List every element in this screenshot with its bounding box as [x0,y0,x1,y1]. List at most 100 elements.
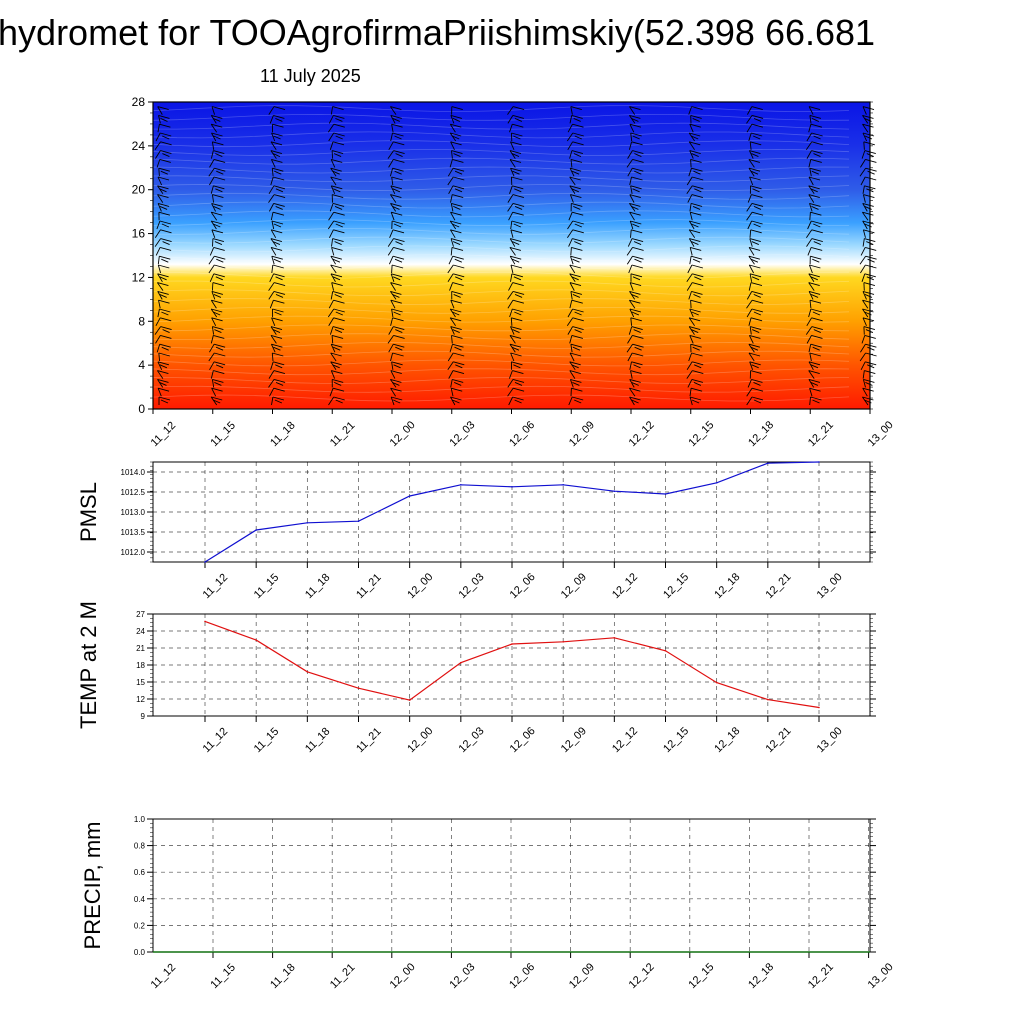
wind-barb [809,299,822,309]
x-tick-label: 12_12 [627,961,657,991]
y-tick-label: 21 [136,644,145,653]
wind-barb [211,132,223,142]
wind-barb [566,132,584,142]
wind-barb [508,396,524,406]
wind-barb [809,167,821,177]
wind-barb [569,167,582,177]
wind-barb [270,326,283,335]
y-tick-label: 0.0 [134,948,146,957]
wind-barb [688,167,703,177]
wind-barb [689,150,701,159]
y-tick-label: 8 [138,314,145,328]
wind-barb [449,123,462,133]
wind-barb [509,334,522,344]
wind-barb [748,264,761,274]
wind-barb [746,308,764,318]
wind-barb [806,132,823,142]
wind-barb [156,220,172,230]
wind-barb [806,317,823,327]
wind-barb [568,211,584,221]
wind-barb [510,264,523,274]
wind-barb [390,194,402,203]
wind-barb [689,387,703,397]
wind-barb [209,343,226,353]
wind-barb [626,246,644,256]
wind-barb [271,167,284,177]
wind-barb [686,273,704,283]
contour-line [152,105,850,113]
wind-barb [270,246,283,256]
wind-barb [158,167,170,177]
contour-line [152,210,850,218]
wind-barb [688,132,701,142]
wind-barb [330,264,342,274]
wind-barb [270,229,283,239]
wind-barb [210,396,223,406]
wind-barb [157,308,171,318]
wind-barb [807,246,823,256]
wind-barb [328,114,345,124]
wind-barb [566,317,584,327]
x-tick-label: 12_15 [661,725,691,755]
wind-barb [510,176,523,186]
wind-barb [808,370,820,379]
y-tick-label: 24 [136,627,145,636]
wind-barb [629,396,641,406]
wind-barb [391,220,404,230]
wind-barb [690,343,702,353]
wind-barb [809,202,821,212]
wind-barb [210,185,225,194]
contour-line [152,148,850,156]
wind-barb [748,282,763,291]
wind-barb [270,150,283,159]
x-tick-label: 13_00 [815,571,845,601]
wind-barb [748,132,763,142]
contour-line [152,254,850,262]
temp-point [664,650,667,652]
wind-barb [749,176,761,186]
wind-barb [862,299,874,309]
wind-barb [390,370,402,379]
wind-barb [331,150,344,159]
wind-barb [570,290,583,300]
wind-barb [806,150,823,159]
wind-barb [390,387,402,397]
wind-barb [388,255,405,265]
x-tick-label: 11_21 [328,962,358,992]
wind-barb [154,141,172,151]
x-tick-label: 11_18 [303,726,333,756]
wind-barb [748,167,761,177]
wind-barb [208,255,226,265]
wind-barb [449,158,464,168]
wind-barb [863,141,875,150]
x-tick-label: 12_12 [627,419,657,449]
wind-barb [806,229,823,239]
temp-point [408,699,411,701]
wind-barb [626,255,644,265]
wind-barb [268,290,286,300]
wind-barb [210,299,223,309]
wind-barb [507,378,525,388]
wind-barb [686,370,704,379]
wind-barb [860,158,877,168]
wind-barb [269,273,285,282]
wind-barb [686,176,704,186]
wind-barb [509,246,522,256]
wind-barb [567,220,584,230]
wind-barb [746,299,764,309]
contour-line [152,289,850,297]
wind-barb [391,123,403,133]
wind-barb [208,167,226,177]
contour-line [152,368,850,376]
wind-barb [567,308,584,318]
wind-barb [269,387,285,397]
contour-line [152,324,850,332]
wind-barb [809,114,822,124]
wind-barb [687,194,704,203]
y-tick-label: 20 [132,183,146,197]
wind-barb [629,361,643,370]
x-tick-label: 11_21 [328,420,358,450]
wind-barb [209,273,225,282]
wind-barb [808,194,820,203]
